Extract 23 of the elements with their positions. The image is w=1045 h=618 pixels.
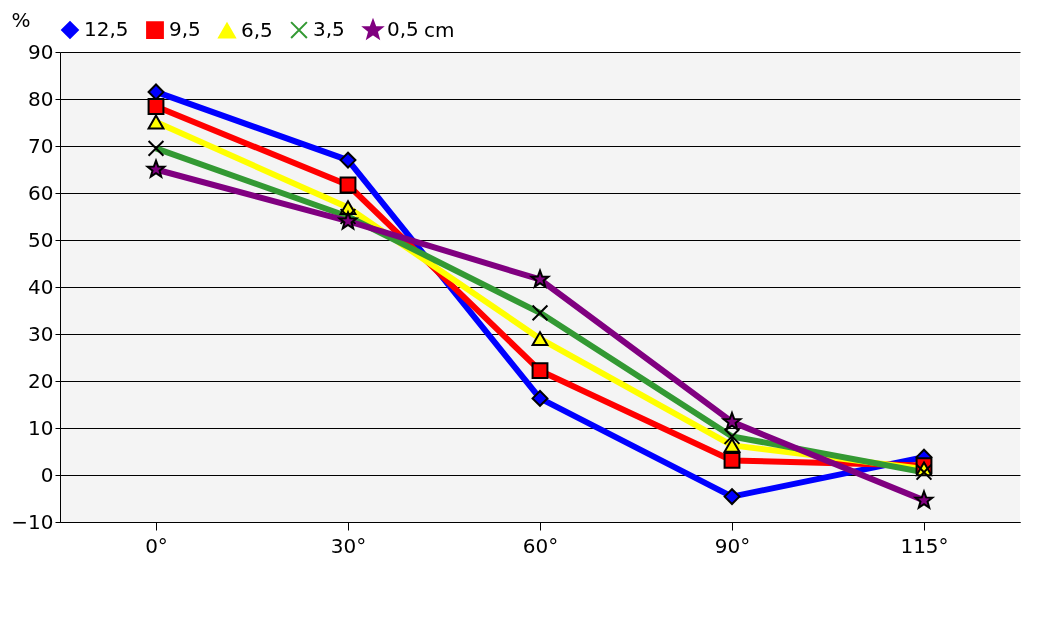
y-tick-label: 90 [28, 39, 54, 64]
x-tick-label: 90° [714, 533, 751, 558]
legend-label: 0,5 [387, 17, 419, 42]
x-tick-label: 30° [330, 533, 367, 558]
legend-label: 6,5 [241, 17, 273, 42]
y-tick-label: 80 [28, 86, 54, 111]
legend-title: cm [424, 18, 455, 42]
y-tick-label: 40 [28, 274, 54, 299]
x-tick-label: 0° [145, 533, 168, 558]
y-tick-label: 30 [28, 321, 54, 346]
y-tick-label: 0 [40, 462, 54, 487]
legend-label: 9,5 [169, 17, 201, 42]
legend-label: 12,5 [84, 17, 129, 42]
y-axis-title: % [11, 7, 31, 32]
y-tick-label: 50 [28, 227, 54, 252]
y-tick-label: 10 [28, 415, 54, 440]
y-tick-label: −10 [11, 509, 54, 534]
x-tick-label: 60° [522, 533, 559, 558]
legend-label: 3,5 [313, 17, 345, 42]
y-tick-label: 20 [28, 368, 54, 393]
y-tick-label: 60 [28, 180, 54, 205]
x-tick-label: 115° [900, 533, 949, 558]
y-tick-label: 70 [28, 133, 54, 158]
